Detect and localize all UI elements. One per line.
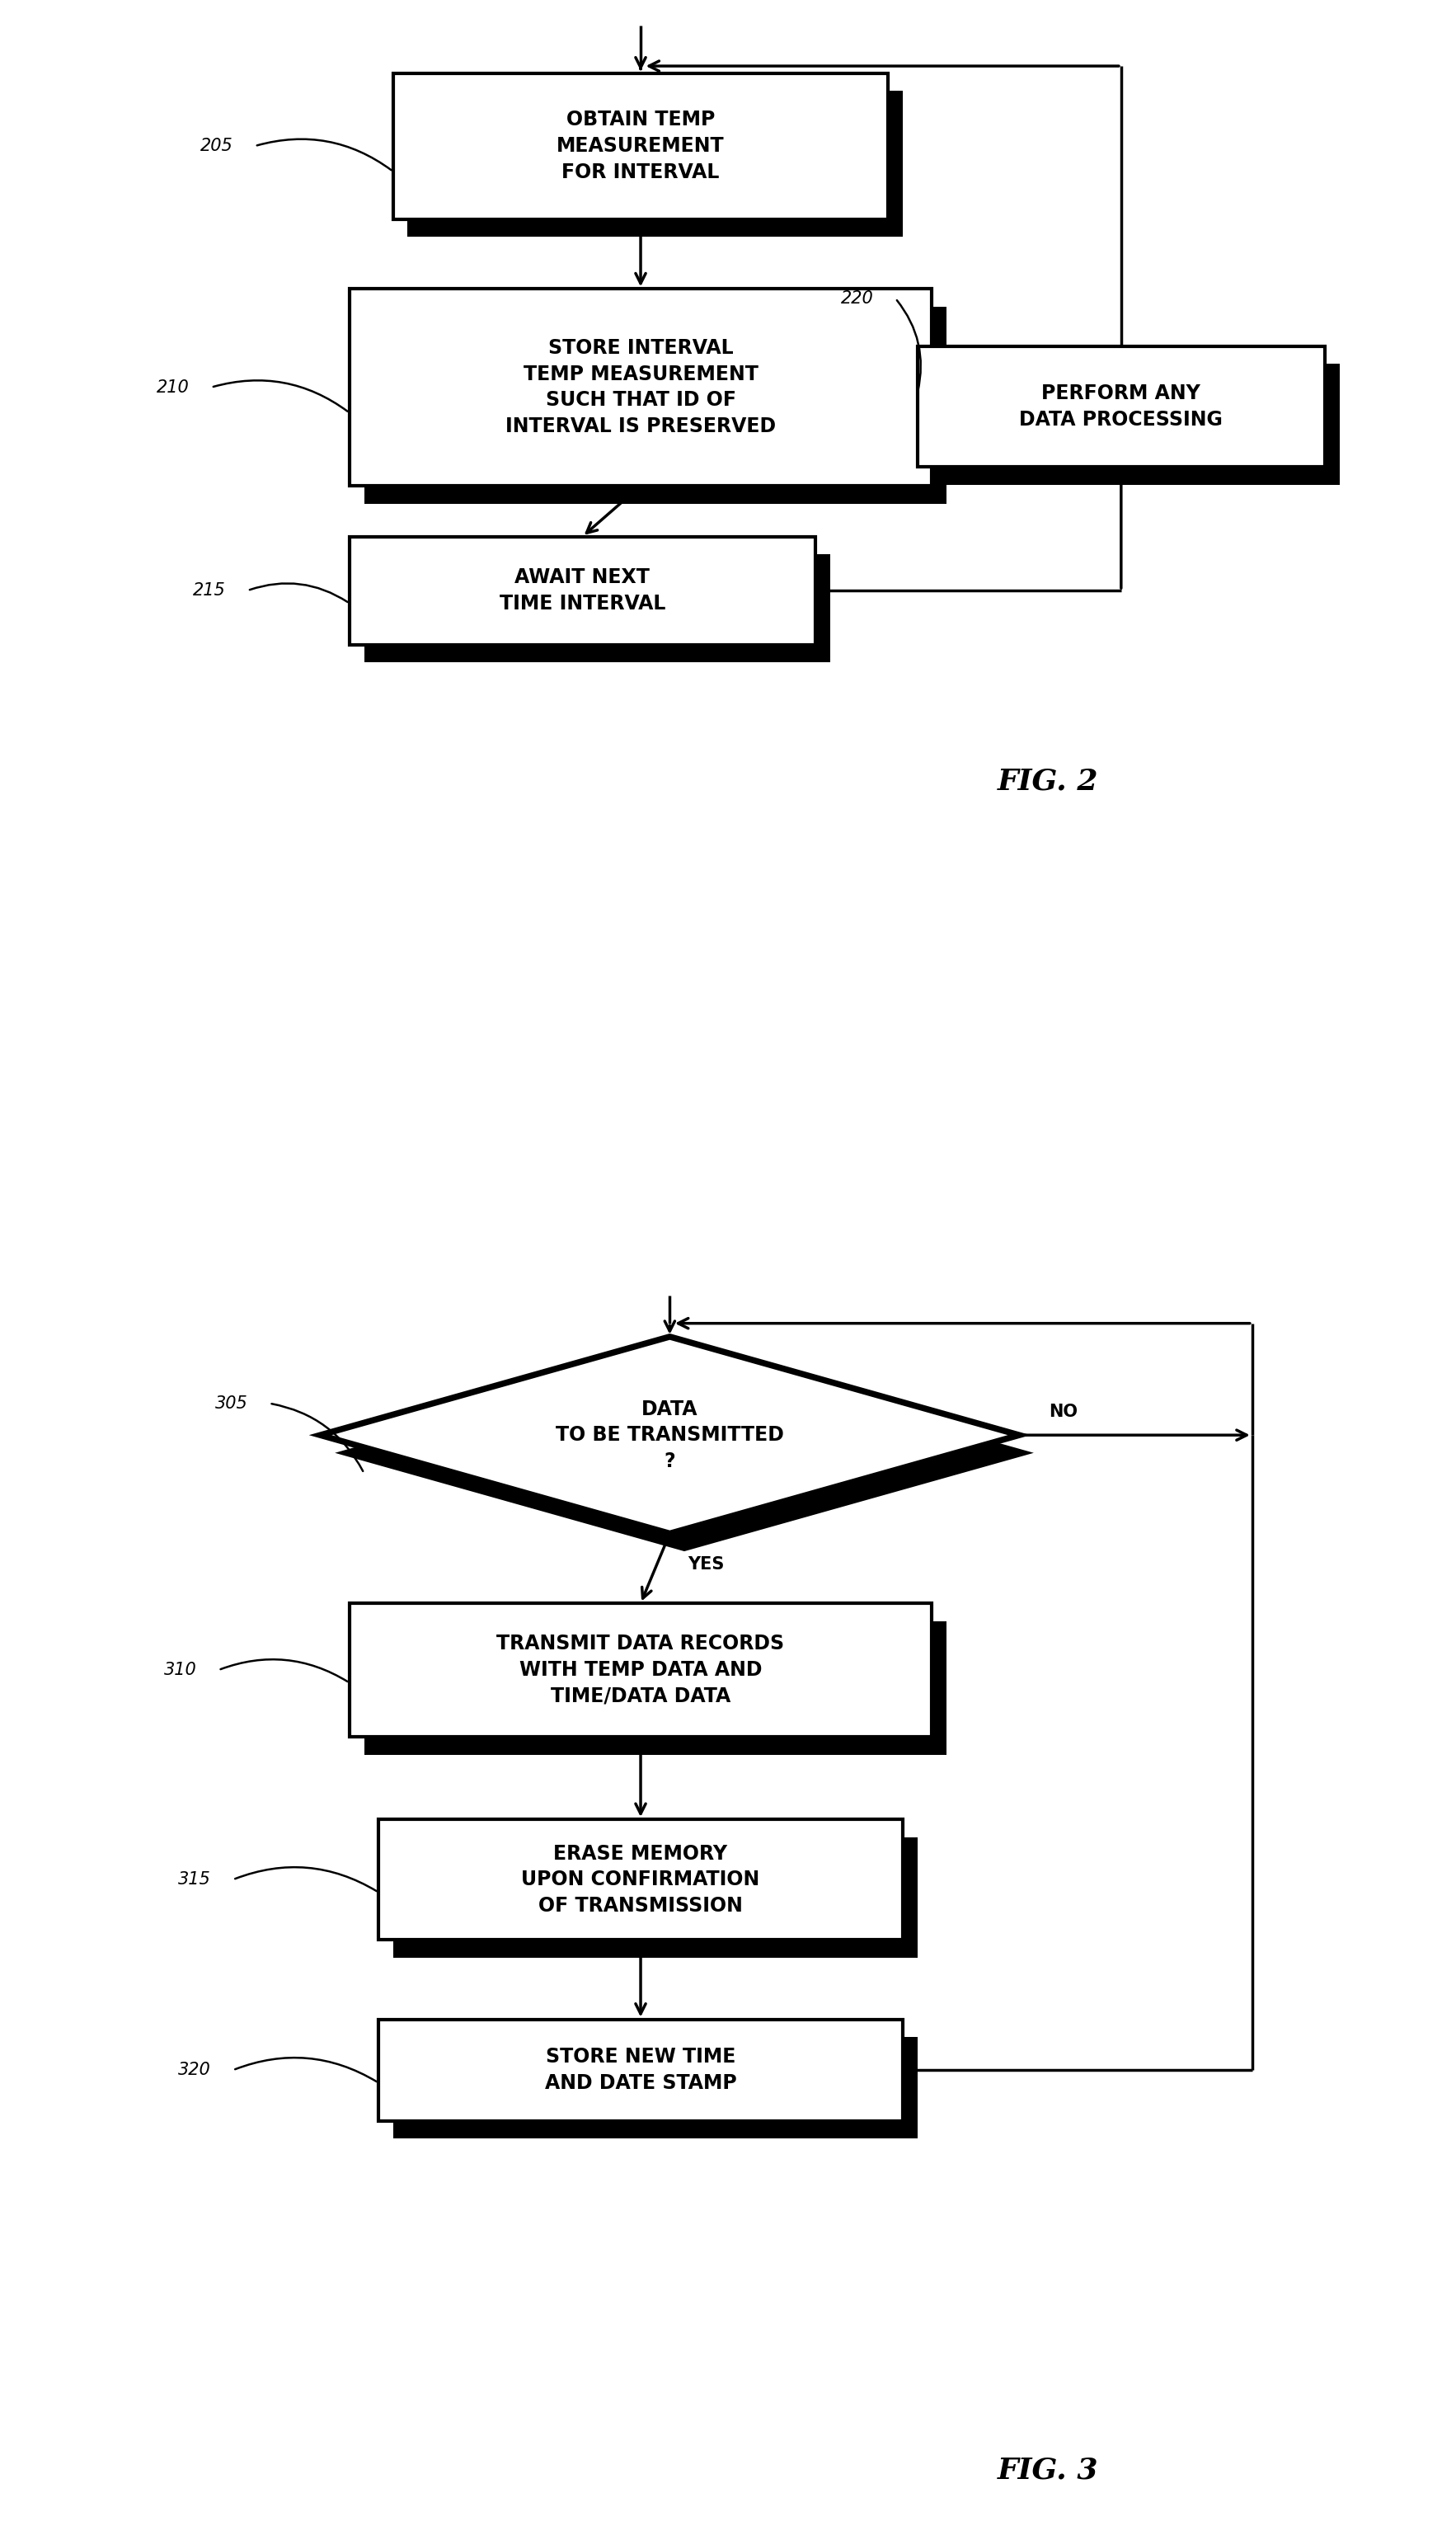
Text: STORE INTERVAL
TEMP MEASUREMENT
SUCH THAT ID OF
INTERVAL IS PRESERVED: STORE INTERVAL TEMP MEASUREMENT SUCH THA… (505, 338, 776, 437)
Text: NO: NO (1048, 1405, 1077, 1420)
FancyBboxPatch shape (364, 554, 830, 663)
Text: 215: 215 (192, 582, 226, 599)
Text: DATA
TO BE TRANSMITTED
?: DATA TO BE TRANSMITTED ? (556, 1400, 783, 1471)
FancyBboxPatch shape (932, 363, 1340, 485)
Text: STORE NEW TIME
AND DATE STAMP: STORE NEW TIME AND DATE STAMP (545, 2047, 737, 2093)
Text: 220: 220 (840, 290, 874, 307)
Text: 305: 305 (214, 1394, 248, 1412)
Text: PERFORM ANY
DATA PROCESSING: PERFORM ANY DATA PROCESSING (1019, 384, 1223, 429)
Text: FIG. 3: FIG. 3 (997, 2456, 1099, 2484)
Text: FIG. 2: FIG. 2 (997, 767, 1099, 795)
FancyBboxPatch shape (408, 91, 903, 236)
Text: ERASE MEMORY
UPON CONFIRMATION
OF TRANSMISSION: ERASE MEMORY UPON CONFIRMATION OF TRANSM… (521, 1844, 760, 1915)
FancyBboxPatch shape (349, 1603, 932, 1737)
FancyBboxPatch shape (379, 2019, 903, 2121)
FancyBboxPatch shape (364, 1621, 946, 1755)
Polygon shape (335, 1354, 1034, 1552)
Text: TRANSMIT DATA RECORDS
WITH TEMP DATA AND
TIME/DATA DATA: TRANSMIT DATA RECORDS WITH TEMP DATA AND… (496, 1633, 785, 1707)
FancyBboxPatch shape (393, 74, 888, 218)
Text: AWAIT NEXT
TIME INTERVAL: AWAIT NEXT TIME INTERVAL (499, 566, 665, 615)
Text: 315: 315 (178, 1872, 211, 1887)
FancyBboxPatch shape (379, 1819, 903, 1941)
FancyBboxPatch shape (349, 290, 932, 485)
Polygon shape (320, 1336, 1019, 1534)
FancyBboxPatch shape (349, 536, 815, 645)
Text: YES: YES (687, 1557, 725, 1572)
FancyBboxPatch shape (364, 307, 946, 503)
Text: 210: 210 (156, 378, 189, 396)
FancyBboxPatch shape (393, 2037, 917, 2139)
Text: 310: 310 (163, 1661, 197, 1679)
Text: 205: 205 (199, 137, 233, 155)
Text: OBTAIN TEMP
MEASUREMENT
FOR INTERVAL: OBTAIN TEMP MEASUREMENT FOR INTERVAL (556, 109, 725, 183)
FancyBboxPatch shape (917, 345, 1325, 467)
FancyBboxPatch shape (393, 1836, 917, 1958)
Text: 320: 320 (178, 2062, 211, 2078)
